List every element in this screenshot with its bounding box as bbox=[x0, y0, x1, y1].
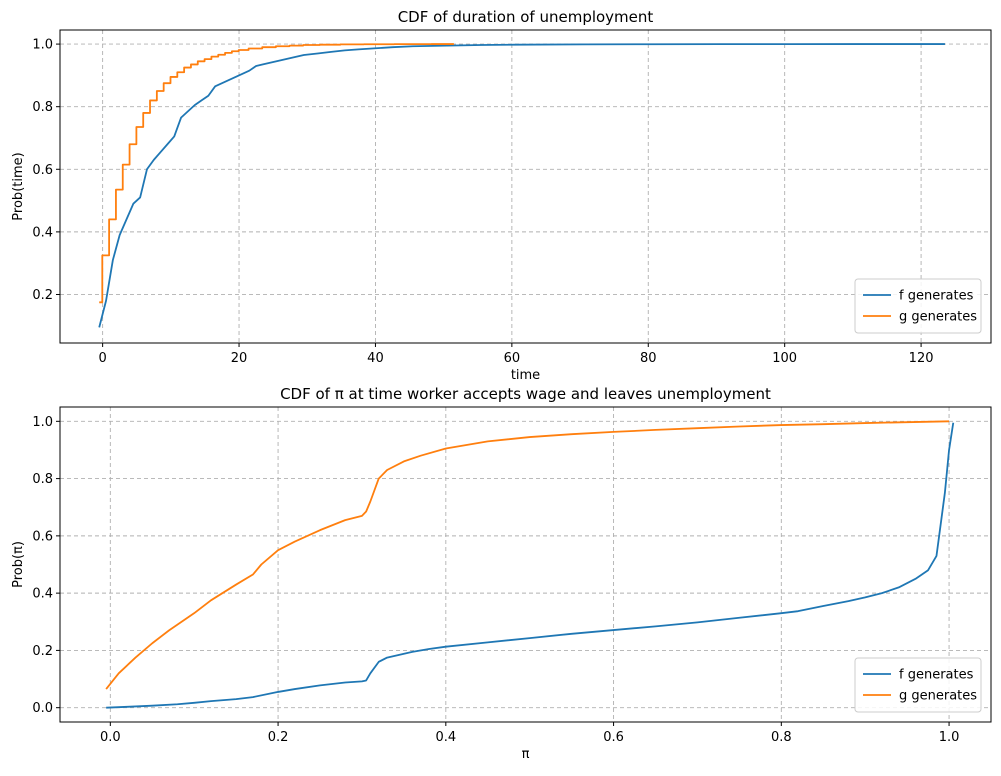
x-tick-label: 40 bbox=[367, 351, 384, 366]
x-axis-label: time bbox=[511, 368, 540, 383]
y-tick-label: 0.8 bbox=[32, 472, 53, 487]
legend-box bbox=[854, 278, 982, 334]
y-tick-label: 0.4 bbox=[32, 225, 53, 240]
y-tick-label: 0.4 bbox=[32, 587, 53, 602]
x-tick-label: 0.6 bbox=[603, 730, 624, 745]
x-tick-label: 120 bbox=[909, 351, 934, 366]
plot-frame bbox=[59, 29, 992, 344]
y-tick-label: 1.0 bbox=[32, 415, 53, 430]
y-tick-label: 0.2 bbox=[32, 288, 53, 303]
series-line-g-generates bbox=[99, 43, 454, 304]
y-axis-label: Prob(π) bbox=[11, 541, 26, 588]
plot-frame bbox=[59, 406, 992, 723]
chart-title: CDF of π at time worker accepts wage and… bbox=[280, 385, 771, 403]
legend-box bbox=[854, 657, 982, 713]
series-line-g-generates bbox=[105, 420, 950, 690]
x-tick-label: 0.8 bbox=[771, 730, 792, 745]
legend-entry: g generates bbox=[899, 689, 977, 704]
x-tick-label: 100 bbox=[772, 351, 797, 366]
x-tick-label: 60 bbox=[504, 351, 521, 366]
x-tick-label: 80 bbox=[640, 351, 657, 366]
legend-entry: f generates bbox=[899, 289, 974, 304]
x-tick-label: 1.0 bbox=[939, 730, 960, 745]
y-tick-label: 0.8 bbox=[32, 100, 53, 115]
x-tick-label: 0.4 bbox=[435, 730, 456, 745]
chart-title: CDF of duration of unemployment bbox=[398, 8, 654, 26]
y-tick-label: 0.0 bbox=[32, 701, 53, 716]
series-line-f-generates bbox=[98, 43, 945, 328]
x-tick-label: 0.2 bbox=[268, 730, 289, 745]
duration-cdf-panel: 0 20 40 60 80 100 120 0.2 0.4 0.6 0.8 1.0 CDF of dur… bbox=[11, 8, 992, 383]
x-tick-label: 0.0 bbox=[100, 730, 121, 745]
x-tick-label: 0 bbox=[98, 351, 106, 366]
y-axis-label: Prob(time) bbox=[11, 152, 26, 220]
y-tick-label: 0.2 bbox=[32, 644, 53, 659]
y-tick-label: 0.6 bbox=[32, 163, 53, 178]
series-line-f-generates bbox=[106, 422, 955, 709]
y-tick-label: 1.0 bbox=[32, 38, 53, 53]
legend-entry: f generates bbox=[899, 668, 974, 683]
y-tick-label: 0.6 bbox=[32, 529, 53, 544]
legend-entry: g generates bbox=[899, 310, 977, 325]
x-axis-label: π bbox=[522, 747, 530, 762]
pi-cdf-panel: 0.0 0.2 0.4 0.6 0.8 1.0 0.0 0.2 0.4 0.6 0.8 1.0 CDF … bbox=[11, 385, 992, 762]
x-tick-label: 20 bbox=[231, 351, 248, 366]
